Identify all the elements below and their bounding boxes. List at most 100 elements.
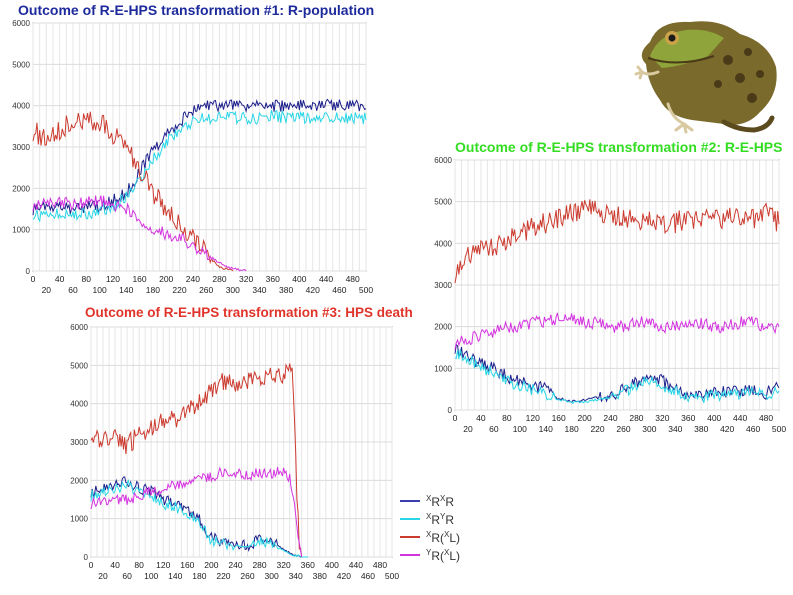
x-tick-label: 260: [240, 571, 254, 581]
x-tick-label: 0: [31, 274, 36, 284]
legend-label: XRYR: [426, 511, 455, 527]
x-tick-label: 360: [681, 413, 695, 423]
x-tick-label: 260: [199, 285, 213, 295]
x-tick-label: 460: [332, 285, 346, 295]
x-tick-label: 0: [453, 413, 458, 423]
y-tick-label: 3000: [12, 143, 30, 152]
x-tick-label: 400: [707, 413, 721, 423]
y-tick-label: 2000: [434, 323, 452, 332]
y-tick-label: 1000: [434, 364, 452, 373]
x-tick-label: 180: [146, 285, 160, 295]
x-tick-label: 60: [68, 285, 78, 295]
x-tick-label: 80: [134, 560, 144, 570]
x-tick-label: 300: [226, 285, 240, 295]
x-tick-label: 420: [720, 424, 734, 434]
series-line: [454, 349, 780, 405]
x-tick-label: 20: [42, 285, 52, 295]
x-tick-label: 0: [89, 560, 94, 570]
x-tick-label: 360: [266, 274, 280, 284]
x-tick-label: 240: [603, 413, 617, 423]
legend-label: XR(XL): [426, 529, 461, 545]
x-tick-label: 340: [668, 424, 682, 434]
legend-label: YR(XL): [426, 547, 461, 563]
y-tick-label: 3000: [70, 438, 88, 447]
x-tick-label: 40: [476, 413, 486, 423]
x-tick-label: 440: [319, 274, 333, 284]
x-tick-label: 500: [385, 571, 399, 581]
x-tick-label: 340: [252, 285, 266, 295]
x-tick-label: 260: [616, 424, 630, 434]
x-tick-label: 300: [265, 571, 279, 581]
y-tick-label: 4000: [434, 239, 452, 248]
x-tick-label: 440: [733, 413, 747, 423]
series-line: [90, 466, 303, 558]
x-tick-label: 100: [93, 285, 107, 295]
y-tick-label: 2000: [70, 476, 88, 485]
x-tick-label: 80: [82, 274, 92, 284]
y-tick-label: 6000: [434, 156, 452, 165]
x-tick-label: 460: [361, 571, 375, 581]
x-tick-label: 280: [629, 413, 643, 423]
x-tick-label: 40: [55, 274, 65, 284]
x-tick-label: 380: [279, 285, 293, 295]
x-tick-label: 100: [513, 424, 527, 434]
y-tick-label: 6000: [12, 19, 30, 28]
x-tick-label: 500: [772, 424, 786, 434]
x-tick-label: 340: [289, 571, 303, 581]
x-tick-label: 40: [110, 560, 120, 570]
x-tick-label: 440: [349, 560, 363, 570]
series-line: [454, 312, 780, 350]
x-tick-label: 320: [655, 413, 669, 423]
y-tick-label: 0: [448, 406, 453, 415]
legend-item: XRYR: [400, 510, 460, 528]
legend-item: XR(XL): [400, 528, 460, 546]
x-tick-label: 240: [186, 274, 200, 284]
series-line: [32, 109, 367, 223]
legend-swatch: [400, 536, 420, 538]
x-tick-label: 380: [313, 571, 327, 581]
series-line: [32, 98, 367, 216]
x-tick-label: 200: [578, 413, 592, 423]
y-tick-label: 1000: [12, 226, 30, 235]
x-tick-label: 400: [292, 274, 306, 284]
x-tick-label: 300: [642, 424, 656, 434]
x-tick-label: 200: [159, 274, 173, 284]
y-tick-label: 1000: [70, 515, 88, 524]
x-tick-label: 480: [759, 413, 773, 423]
legend-item: YR(XL): [400, 546, 460, 564]
x-tick-label: 220: [590, 424, 604, 434]
x-tick-label: 60: [489, 424, 499, 434]
y-tick-label: 0: [26, 267, 31, 276]
x-tick-label: 280: [212, 274, 226, 284]
x-tick-label: 80: [502, 413, 512, 423]
x-tick-label: 320: [239, 274, 253, 284]
y-tick-label: 2000: [12, 184, 30, 193]
series-line: [32, 195, 247, 272]
chart-3-title: Outcome of R-E-HPS transformation #3: HP…: [85, 305, 413, 320]
y-tick-label: 6000: [70, 323, 88, 332]
y-tick-label: 5000: [70, 361, 88, 370]
x-tick-label: 480: [346, 274, 360, 284]
x-tick-label: 180: [565, 424, 579, 434]
legend-swatch: [400, 518, 420, 520]
series-line: [454, 199, 780, 284]
x-tick-label: 60: [122, 571, 132, 581]
x-tick-label: 140: [168, 571, 182, 581]
legend-swatch: [400, 554, 420, 556]
y-tick-label: 0: [84, 553, 89, 562]
chart-2-title: Outcome of R-E-HPS transformation #2: R-…: [455, 139, 783, 155]
y-tick-label: 5000: [434, 198, 452, 207]
legend: XRXR XRYR XR(XL) YR(XL): [400, 492, 460, 564]
series-line: [454, 343, 780, 403]
x-tick-label: 120: [106, 274, 120, 284]
y-tick-label: 4000: [12, 102, 30, 111]
x-tick-label: 160: [180, 560, 194, 570]
x-tick-label: 240: [228, 560, 242, 570]
x-tick-label: 200: [204, 560, 218, 570]
x-tick-label: 380: [694, 424, 708, 434]
x-tick-label: 500: [359, 285, 373, 295]
x-tick-label: 140: [119, 285, 133, 295]
x-tick-label: 120: [156, 560, 170, 570]
